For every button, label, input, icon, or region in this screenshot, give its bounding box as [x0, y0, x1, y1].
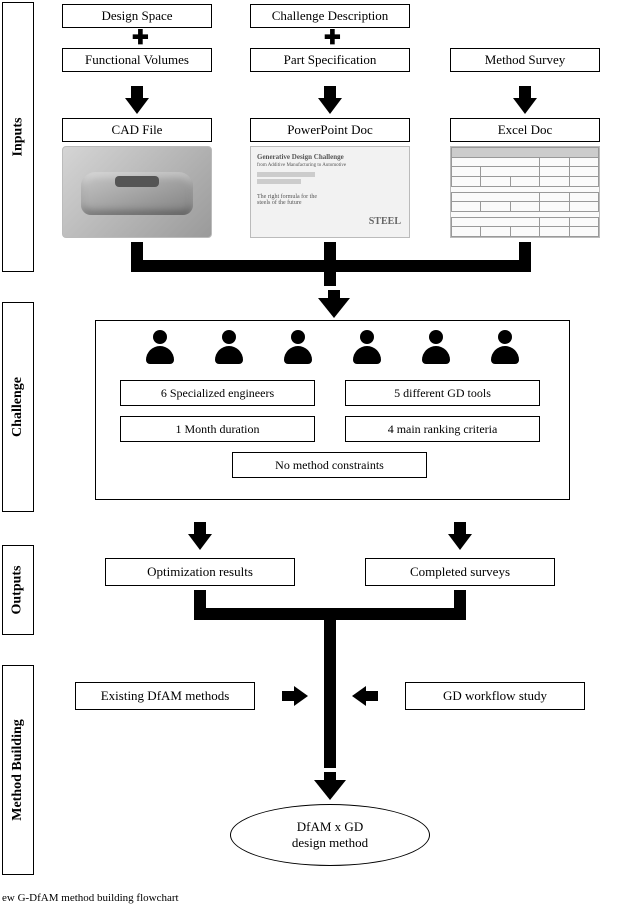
connector — [131, 242, 143, 262]
ppt-brand: STEEL — [369, 216, 401, 227]
cad-slot — [115, 176, 159, 187]
section-label-text: Challenge — [10, 377, 26, 437]
people-row — [125, 328, 540, 368]
connector — [194, 590, 206, 610]
cad-thumbnail — [62, 146, 212, 238]
box-gd-workflow: GD workflow study — [405, 682, 585, 710]
section-label-outputs: Outputs — [2, 545, 34, 635]
box-completed-surveys: Completed surveys — [365, 558, 555, 586]
arrow-left-icon — [352, 686, 366, 706]
plus-icon: ✚ — [132, 28, 149, 48]
challenge-box-engineers: 6 Specialized engineers — [120, 380, 315, 406]
connector — [324, 270, 336, 286]
arrow-down-icon — [125, 98, 149, 114]
box-optimization-results: Optimization results — [105, 558, 295, 586]
figure-caption: ew G-DfAM method building flowchart — [2, 892, 179, 904]
person-icon — [418, 328, 454, 368]
section-label-challenge: Challenge — [2, 302, 34, 512]
person-icon — [487, 328, 523, 368]
excel-thumbnail — [450, 146, 600, 238]
person-icon — [280, 328, 316, 368]
box-method-survey: Method Survey — [450, 48, 600, 72]
challenge-box-constraints: No method constraints — [232, 452, 427, 478]
connector — [324, 242, 336, 262]
flowchart-canvas: Design Space ✚ Functional Volumes CAD Fi… — [40, 2, 635, 892]
section-label-inputs: Inputs — [2, 2, 34, 272]
box-design-space: Design Space — [62, 4, 212, 28]
box-challenge-desc: Challenge Description — [250, 4, 410, 28]
plus-icon: ✚ — [324, 28, 341, 48]
box-part-spec: Part Specification — [250, 48, 410, 72]
ppt-title: Generative Design Challenge — [257, 153, 403, 161]
arrow-down-icon — [314, 780, 346, 800]
arrow-right-icon — [294, 686, 308, 706]
box-existing-dfam: Existing DfAM methods — [75, 682, 255, 710]
connector — [324, 618, 336, 768]
arrow-down-icon — [188, 534, 212, 550]
person-icon — [349, 328, 385, 368]
challenge-box-tools: 5 different GD tools — [345, 380, 540, 406]
arrow-down-icon — [318, 98, 342, 114]
box-functional-volumes: Functional Volumes — [62, 48, 212, 72]
person-icon — [142, 328, 178, 368]
arrow-down-icon — [318, 298, 350, 318]
result-ellipse: DfAM x GD design method — [230, 804, 430, 866]
section-label-text: Inputs — [10, 118, 26, 157]
result-text: DfAM x GD design method — [292, 819, 368, 851]
section-label-method: Method Building — [2, 665, 34, 875]
box-ppt-doc: PowerPoint Doc — [250, 118, 410, 142]
section-label-text: Method Building — [10, 719, 26, 821]
arrow-down-icon — [448, 534, 472, 550]
ppt-tagline: The right formula for the steels of the … — [257, 194, 330, 206]
person-icon — [211, 328, 247, 368]
ppt-thumbnail: Generative Design Challenge from Additiv… — [250, 146, 410, 238]
excel-grid — [451, 147, 599, 237]
box-excel-doc: Excel Doc — [450, 118, 600, 142]
box-cad-file: CAD File — [62, 118, 212, 142]
connector — [454, 590, 466, 610]
challenge-box-criteria: 4 main ranking criteria — [345, 416, 540, 442]
connector — [519, 242, 531, 262]
ppt-subtitle: from Additive Manufacturing to Automotiv… — [257, 163, 403, 168]
section-label-text: Outputs — [10, 565, 26, 614]
arrow-down-icon — [513, 98, 537, 114]
challenge-box-duration: 1 Month duration — [120, 416, 315, 442]
